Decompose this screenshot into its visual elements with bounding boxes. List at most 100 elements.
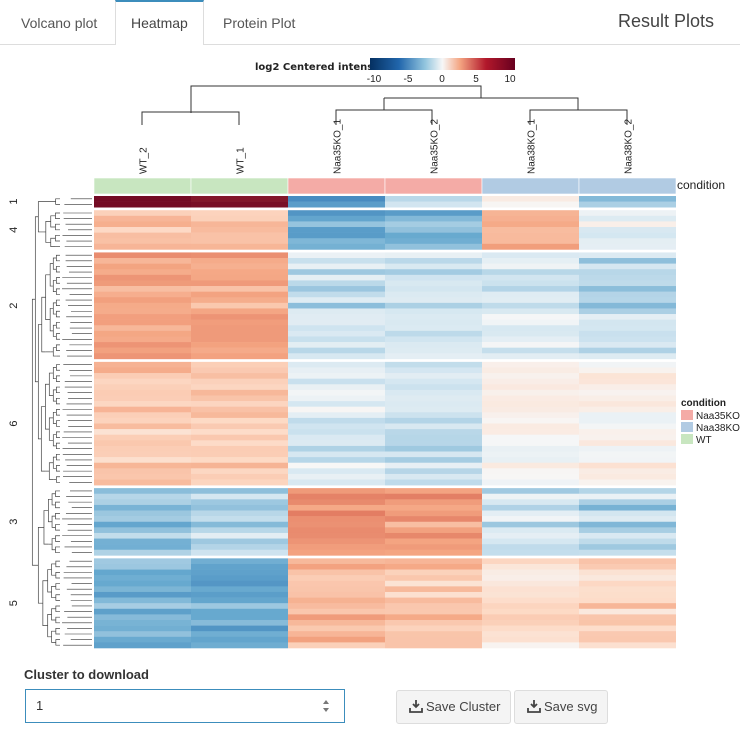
heatmap-cell xyxy=(385,221,482,228)
heatmap-cell xyxy=(482,347,579,354)
heatmap-cell xyxy=(385,215,482,222)
heatmap-cell xyxy=(94,291,191,298)
heatmap-cell xyxy=(385,201,482,208)
heatmap-cell xyxy=(579,462,676,469)
heatmap-cell xyxy=(94,263,191,270)
heatmap-cell xyxy=(191,367,288,374)
heatmap-cell xyxy=(482,302,579,309)
condition-annotation xyxy=(93,177,677,195)
heatmap-cell xyxy=(579,642,676,649)
heatmap-cell xyxy=(482,412,579,419)
heatmap-cell xyxy=(191,451,288,458)
tab-protein-plot[interactable]: Protein Plot xyxy=(223,15,296,31)
heatmap-cell xyxy=(288,221,385,228)
heatmap-cell xyxy=(94,238,191,245)
heatmap-cell xyxy=(482,591,579,598)
heatmap-cell xyxy=(288,243,385,250)
column-label: WT_1 xyxy=(236,147,247,174)
heatmap-cell xyxy=(579,221,676,228)
heatmap-cell xyxy=(579,591,676,598)
heatmap-cell xyxy=(385,544,482,551)
heatmap-cell xyxy=(191,597,288,604)
condition-cell xyxy=(578,177,677,195)
dendrogram-branch xyxy=(55,560,60,568)
heatmap-cell xyxy=(288,614,385,621)
heatmap-cell xyxy=(579,516,676,523)
heatmap-cell xyxy=(288,395,385,402)
heatmap-cell xyxy=(94,308,191,315)
heatmap-cell xyxy=(482,252,579,259)
heatmap-cell xyxy=(482,215,579,222)
cluster-number-value: 1 xyxy=(36,698,44,713)
heatmap-cell xyxy=(288,347,385,354)
heatmap-cell xyxy=(191,196,288,202)
dendrogram-branch xyxy=(55,501,60,509)
dendrogram-branch xyxy=(55,594,60,601)
heatmap-cell xyxy=(579,504,676,511)
cluster-number-input[interactable]: 1 xyxy=(25,689,345,723)
heatmap-cell xyxy=(288,373,385,379)
heatmap-cell xyxy=(191,569,288,576)
heatmap-cell xyxy=(94,347,191,354)
cluster-label: 2 xyxy=(8,303,20,309)
heatmap-cell xyxy=(482,417,579,424)
heatmap-cell xyxy=(191,440,288,447)
heatmap-cell xyxy=(385,445,482,452)
heatmap-cell xyxy=(385,227,482,233)
dendrogram-branch xyxy=(52,456,57,469)
heatmap-cell xyxy=(482,504,579,511)
heatmap-cell xyxy=(288,493,385,500)
heatmap-cell xyxy=(191,280,288,287)
dendrogram-branch xyxy=(55,235,60,242)
colorbar-legend: log2 Centered intens -10 -5 0 5 10 xyxy=(255,58,516,85)
heatmap-cell xyxy=(482,263,579,270)
heatmap-cell xyxy=(288,642,385,649)
heatmap-cell xyxy=(191,625,288,632)
heatmap-cell xyxy=(94,538,191,545)
heatmap-cell xyxy=(288,325,385,332)
dendrogram-branch xyxy=(48,462,54,480)
heatmap-cell xyxy=(191,232,288,239)
dendrogram-branch xyxy=(56,364,60,371)
dendrogram-branch xyxy=(37,526,44,604)
heatmap-cell xyxy=(385,440,482,447)
save-svg-button[interactable]: Save svg xyxy=(514,690,609,724)
tab-heatmap[interactable]: Heatmap xyxy=(115,0,204,45)
heatmap-cell xyxy=(482,488,579,495)
heatmap-cell xyxy=(385,493,482,500)
heatmap-cell xyxy=(288,434,385,441)
heatmap-cell xyxy=(94,434,191,441)
heatmap-cell xyxy=(385,347,482,354)
dendrogram-branch xyxy=(45,383,50,430)
heatmap-cell xyxy=(385,417,482,424)
heatmap-cell xyxy=(482,473,579,480)
heatmap-cell xyxy=(288,445,385,452)
heatmap-cell xyxy=(579,510,676,517)
heatmap-cell xyxy=(288,252,385,259)
dendrogram-branch xyxy=(40,406,46,472)
heatmap-cell xyxy=(94,462,191,469)
heatmap-cell xyxy=(191,516,288,523)
heatmap-cell xyxy=(94,549,191,556)
heatmap-cell xyxy=(579,434,676,441)
heatmap-cell xyxy=(579,347,676,354)
heatmap-cell xyxy=(482,210,579,217)
heatmap-cell xyxy=(288,238,385,245)
heatmap-cell xyxy=(482,406,579,413)
heatmap-cell xyxy=(288,608,385,615)
heatmap-cell xyxy=(385,286,482,292)
heatmap-cell xyxy=(579,286,676,292)
save-cluster-button[interactable]: Save Cluster xyxy=(396,690,512,724)
heatmap-cell xyxy=(579,532,676,539)
heatmap-cell xyxy=(94,423,191,430)
tab-volcano-plot[interactable]: Volcano plot xyxy=(21,15,98,31)
heatmap-cell xyxy=(94,488,191,495)
colorbar-tick: -5 xyxy=(404,74,413,85)
heatmap-cell xyxy=(385,280,482,287)
heatmap-cell xyxy=(482,286,579,292)
heatmap-cell xyxy=(94,521,191,528)
spinner-arrows-icon[interactable] xyxy=(322,697,330,715)
heatmap-cell xyxy=(191,636,288,643)
heatmap-cell xyxy=(482,586,579,593)
heatmap-cell xyxy=(579,575,676,582)
